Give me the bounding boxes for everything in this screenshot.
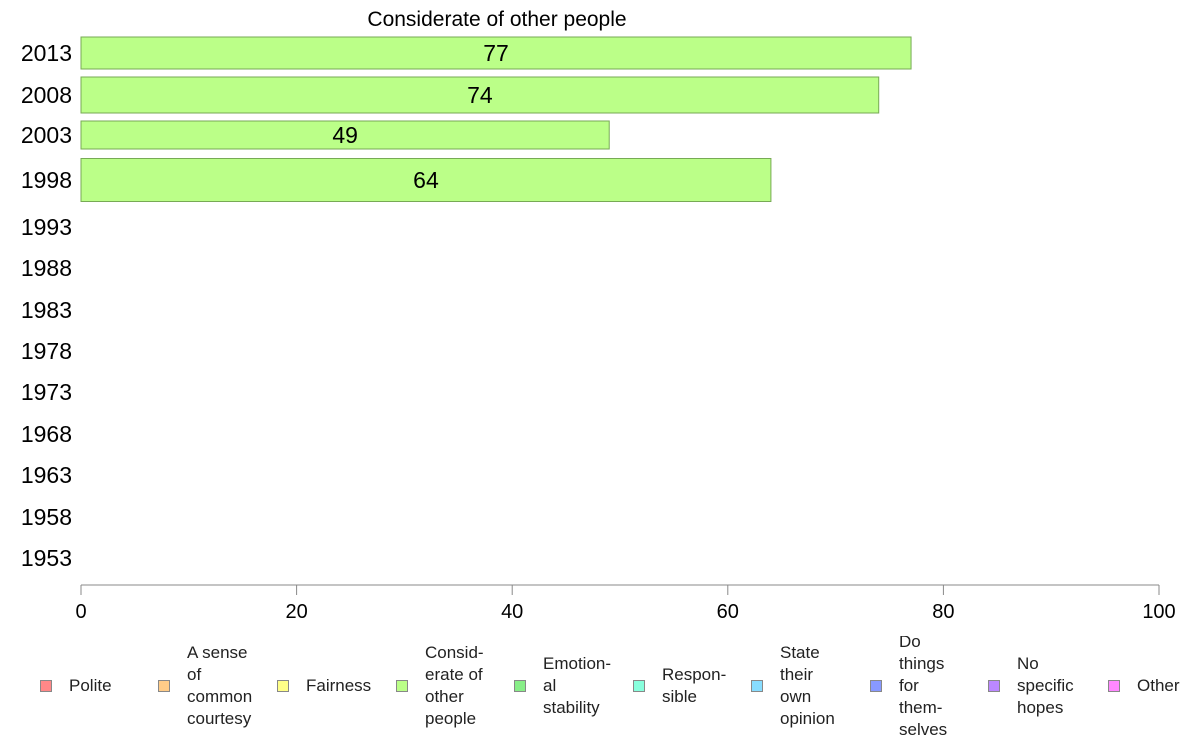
legend-label: No specific hopes bbox=[1017, 654, 1074, 717]
legend-label: Consid- erate of other people bbox=[425, 643, 484, 728]
legend-item: Do things for them- selves bbox=[870, 636, 947, 736]
legend-item: Polite bbox=[40, 636, 112, 736]
legend-item: Other bbox=[1108, 636, 1180, 736]
legend-label: State their own opinion bbox=[780, 643, 835, 728]
x-tick-label: 0 bbox=[75, 601, 86, 623]
legend-item: Consid- erate of other people bbox=[396, 636, 484, 736]
y-tick-label: 1973 bbox=[21, 379, 72, 405]
y-tick-label: 1978 bbox=[21, 338, 72, 364]
data-label-2008: 74 bbox=[467, 82, 493, 108]
data-label-1998: 64 bbox=[413, 167, 439, 193]
legend-label: Fairness bbox=[306, 676, 372, 695]
y-tick-label: 1953 bbox=[21, 545, 72, 571]
y-tick-label: 1993 bbox=[21, 214, 72, 240]
x-tick-label: 100 bbox=[1142, 601, 1175, 623]
legend-item: Emotion- al stability bbox=[514, 636, 611, 736]
legend-item: State their own opinion bbox=[751, 636, 835, 736]
legend-swatch bbox=[870, 680, 882, 692]
legend-label: Respon- sible bbox=[662, 665, 727, 706]
legend-item: No specific hopes bbox=[988, 636, 1074, 736]
bar-1998 bbox=[80, 158, 772, 202]
legend-swatch bbox=[40, 680, 52, 692]
legend-swatch bbox=[158, 680, 170, 692]
legend-swatch bbox=[1108, 680, 1120, 692]
chart-title: Considerate of other people bbox=[367, 8, 626, 31]
legend-swatch bbox=[277, 680, 289, 692]
bar-2003 bbox=[80, 120, 610, 150]
y-tick-label: 1983 bbox=[21, 297, 72, 323]
x-tick-label: 40 bbox=[501, 601, 523, 623]
x-tick-label: 80 bbox=[932, 601, 954, 623]
x-axis: 0 20 40 60 80 100 bbox=[75, 584, 1176, 623]
bars-group: 77 74 49 64 bbox=[80, 36, 912, 202]
data-label-2003: 49 bbox=[332, 122, 358, 148]
legend: Polite A sense of common courtesy Fairness… bbox=[0, 636, 1188, 736]
legend-swatch bbox=[751, 680, 763, 692]
legend-label: A sense of common courtesy bbox=[187, 643, 253, 728]
y-tick-label: 1998 bbox=[21, 167, 72, 193]
y-tick-label: 1988 bbox=[21, 255, 72, 281]
legend-label: Other bbox=[1137, 676, 1180, 695]
bar-2013 bbox=[80, 36, 912, 70]
legend-label: Emotion- al stability bbox=[543, 654, 612, 717]
bar-2008 bbox=[80, 76, 880, 114]
data-label-2013: 77 bbox=[483, 40, 509, 66]
legend-swatch bbox=[396, 680, 408, 692]
y-tick-label: 1958 bbox=[21, 504, 72, 530]
legend-item: Fairness bbox=[277, 636, 371, 736]
y-tick-label: 1963 bbox=[21, 462, 72, 488]
x-tick-label: 20 bbox=[285, 601, 307, 623]
legend-swatch bbox=[633, 680, 645, 692]
legend-swatch bbox=[514, 680, 526, 692]
legend-label: Do things for them- selves bbox=[899, 636, 948, 736]
y-tick-label: 1968 bbox=[21, 421, 72, 447]
y-tick-label: 2003 bbox=[21, 122, 72, 148]
y-axis-labels: 2013 2008 2003 1998 1993 1988 1983 1978 1973 1968… bbox=[21, 40, 72, 571]
y-tick-label: 2008 bbox=[21, 82, 72, 108]
legend-swatch bbox=[988, 680, 1000, 692]
x-tick-label: 60 bbox=[717, 601, 739, 623]
legend-item: Respon- sible bbox=[633, 636, 726, 736]
legend-label: Polite bbox=[69, 676, 112, 695]
legend-item: A sense of common courtesy bbox=[158, 636, 252, 736]
y-tick-label: 2013 bbox=[21, 40, 72, 66]
